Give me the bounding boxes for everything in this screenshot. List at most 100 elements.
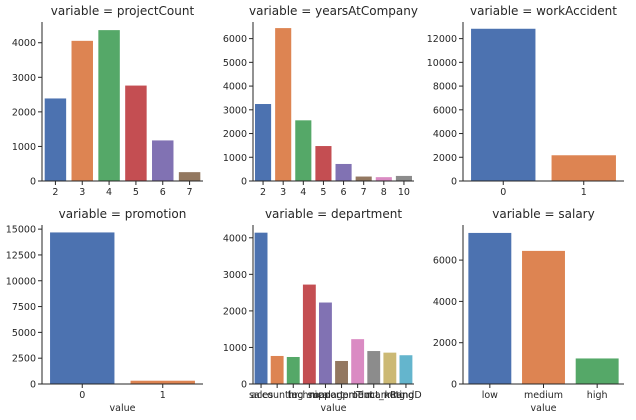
panel-3: variable = workAccident 0 2000 4000 6000 8000… [427,4,624,198]
panel-4: variable = promotion 0 2500 5000 7500 10000 12… [6,207,203,414]
y-tick-label: 2000 [223,129,247,140]
bar-7 [355,176,372,181]
bar-5 [315,146,332,181]
panel-1: variable = projectCount 0 1000 2000 3000 4000… [12,4,203,198]
y-tick-label: 3000 [223,105,247,116]
x-tick-label: 6 [160,187,166,198]
x-tick-label: 10 [398,187,410,198]
bar-8 [375,177,392,181]
bar-2 [44,98,67,181]
x-tick-label: technical [288,390,331,401]
y-tick-label: 10000 [427,58,457,69]
panel-title: variable = department [265,207,402,221]
y-tick-label: 1000 [12,142,36,153]
x-tick-label: 2 [52,187,58,198]
x-tick-label: 4 [106,187,112,198]
panel-title: variable = projectCount [51,4,195,18]
y-tick-label: 1000 [223,343,247,354]
bar-4 [98,30,120,181]
bar-10 [395,175,412,181]
bar-2 [255,104,272,181]
y-tick-label: 0 [451,177,457,188]
x-tick-label: 3 [79,187,85,198]
y-tick-label: 2000 [223,306,247,317]
y-tick-label: 0 [30,380,36,391]
y-tick-label: 4000 [12,38,36,49]
bar-low [468,232,512,384]
y-tick-label: 4000 [223,233,247,244]
bar-1 [130,380,195,384]
x-tick-label: support [307,390,344,401]
panel-title: variable = workAccident [470,4,617,18]
x-tick-label: 1 [581,187,587,198]
bar-3 [275,28,292,182]
y-tick-label: 3000 [12,73,36,84]
y-tick-label: 0 [30,177,36,188]
bar-7 [178,172,201,181]
y-tick-label: 12000 [427,34,457,45]
x-tick-label: 5 [320,187,326,198]
panel-title: variable = promotion [59,207,187,221]
bar-accounting [270,355,284,384]
bar-1 [551,155,616,181]
bar-technical [302,284,316,384]
bar-management [335,360,348,384]
panel-6: variable = salary 0 2000 4000 6000 low medium h… [433,207,624,414]
x-axis-label: value [110,403,136,414]
x-tick-label: 6 [341,187,347,198]
y-tick-label: 2000 [12,107,36,118]
x-tick-label: 0 [500,187,506,198]
panel-title: variable = salary [492,207,594,221]
y-tick-label: 7500 [12,302,36,313]
bar-0 [50,232,115,384]
x-tick-label: 7 [361,187,367,198]
x-tick-label: 5 [133,187,139,198]
x-tick-label: RandD [390,390,422,401]
x-tick-label: management [310,390,374,401]
x-tick-label: 3 [280,187,286,198]
bar-5 [125,85,147,181]
y-tick-label: 4000 [223,82,247,93]
bar-0 [471,28,536,182]
y-tick-label: 0 [451,380,457,391]
y-tick-label: 15000 [6,225,36,236]
y-tick-label: 0 [241,380,247,391]
x-tick-label: IT [353,390,362,401]
y-tick-label: 3000 [223,270,247,281]
x-tick-label: 4 [300,187,306,198]
x-tick-label: sales [249,390,273,401]
bar-it [351,339,365,384]
x-axis-label: value [321,403,347,414]
panel-5: variable = department 0 1000 2000 3000 4000 sa… [223,207,422,414]
y-tick-label: 2000 [433,153,457,164]
x-tick-label: high [587,390,608,401]
y-tick-label: 5000 [223,58,247,69]
x-tick-label: product_mng [342,390,405,401]
x-tick-label: low [482,390,498,401]
bar-hr [286,356,300,384]
y-tick-label: 6000 [433,256,457,267]
y-tick-label: 6000 [433,105,457,116]
y-tick-label: 1000 [223,153,247,164]
x-tick-label: 8 [381,187,387,198]
x-tick-label: 0 [79,390,85,401]
bar-medium [522,250,565,384]
bar-4 [295,120,312,181]
bar-support [319,302,332,384]
y-tick-label: 4000 [433,297,457,308]
x-axis-label: value [531,403,557,414]
bar-randd [399,355,413,384]
x-tick-label: hr [288,390,298,401]
y-tick-label: 4000 [433,129,457,140]
bar-3 [71,40,93,181]
x-tick-label: 1 [160,390,166,401]
y-tick-label: 12500 [6,250,36,261]
x-tick-label: accounting [251,390,304,401]
y-tick-label: 2500 [12,354,36,365]
y-tick-label: 6000 [223,34,247,45]
x-tick-label: medium [524,390,563,401]
bar-6 [335,163,352,181]
panel-2: variable = yearsAtCompany 0 1000 2000 3000 40… [223,4,418,198]
y-tick-label: 5000 [12,328,36,339]
